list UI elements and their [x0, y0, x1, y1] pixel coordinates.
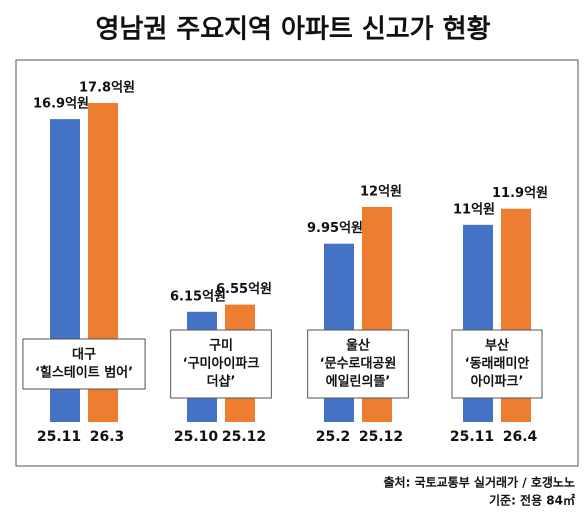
chart-frame	[15, 59, 579, 467]
x-tick-label: 25.10	[174, 429, 219, 445]
category-label: 아이파크’	[471, 374, 524, 390]
value-label: 17.8억원	[79, 81, 135, 96]
value-label: 16.9억원	[33, 97, 89, 112]
category-box-bg	[451, 329, 543, 399]
x-tick-label: 25.2	[316, 429, 351, 445]
basis-note: 기준: 전용 84㎡	[489, 493, 575, 508]
category-label: 대구	[72, 348, 96, 363]
category-box-bg	[307, 329, 409, 399]
category-label: 더샵’	[207, 374, 236, 390]
category-label: 구미	[209, 338, 233, 354]
category-box-bg	[22, 338, 146, 390]
category-label: 부산	[485, 338, 509, 354]
x-tick-label: 25.12	[359, 429, 403, 445]
chart-title: 영남권 주요지역 아파트 신고가 현황	[95, 15, 490, 45]
category-box: 대구 ‘힐스테이트 범어’	[22, 338, 146, 390]
category-label: ‘힐스테이트 범어’	[35, 365, 133, 381]
value-label: 9.95억원	[307, 221, 363, 236]
category-label: 울산	[346, 338, 370, 354]
category-label: ‘동래래미안	[465, 356, 530, 372]
source-note: 출처: 국토교통부 실거래가 / 호갱노노	[384, 475, 576, 490]
x-tick-label: 26.3	[90, 429, 125, 445]
x-tick-label: 26.4	[503, 429, 538, 445]
category-box-bg	[170, 329, 272, 399]
value-label: 12억원	[360, 184, 402, 199]
x-tick-label: 25.11	[37, 429, 81, 445]
value-label: 11.9억원	[492, 186, 548, 201]
value-label: 11억원	[453, 202, 495, 217]
value-label: 6.55억원	[216, 282, 272, 297]
category-label: ‘구미아이파크	[183, 356, 260, 372]
category-label: 에일린의뜰’	[326, 374, 391, 390]
category-label: ‘문수로대공원	[320, 357, 397, 372]
x-tick-label: 25.11	[450, 429, 494, 445]
x-tick-label: 25.12	[222, 429, 266, 445]
value-label: 6.15억원	[170, 289, 226, 304]
